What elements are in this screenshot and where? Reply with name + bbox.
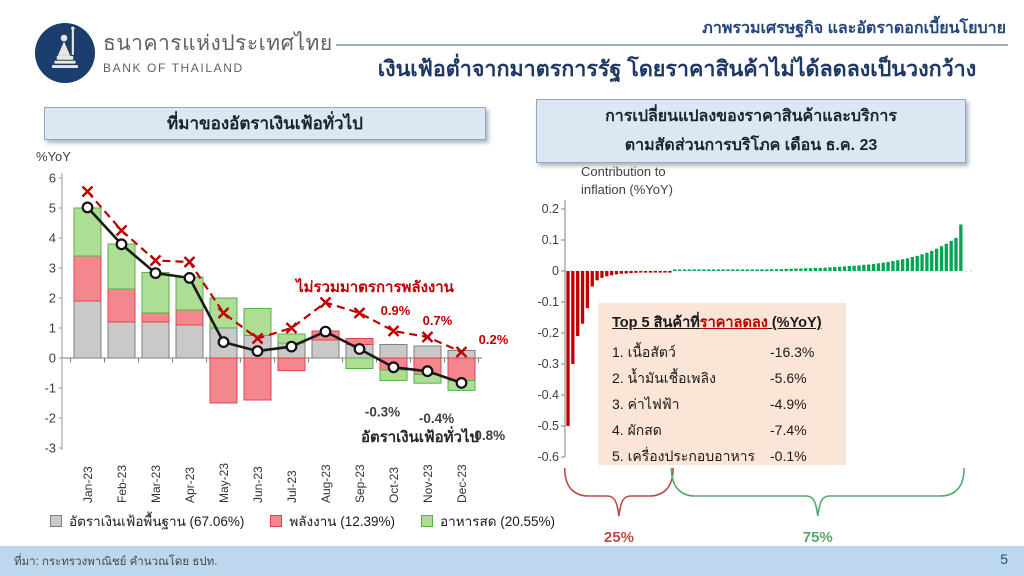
- top5-item-label: 4. ผักสด: [612, 422, 662, 438]
- svg-text:May-23: May-23: [217, 463, 231, 503]
- svg-text:3: 3: [49, 261, 56, 276]
- svg-text:Aug-23: Aug-23: [319, 464, 333, 503]
- svg-text:0: 0: [552, 264, 559, 278]
- svg-text:4: 4: [49, 231, 56, 246]
- svg-text:-0.4: -0.4: [537, 388, 559, 402]
- top5-item: 5. เครื่องประกอบอาหาร -0.1%: [612, 443, 832, 469]
- svg-text:-0.1: -0.1: [537, 295, 559, 309]
- svg-text:-0.4%: -0.4%: [419, 411, 454, 426]
- top5-item-value: -7.4%: [770, 422, 807, 438]
- top5-item-label: 1. เนื้อสัตว์: [612, 344, 676, 360]
- bank-name-th: ธนาคารแห่งประเทศไทย: [103, 32, 333, 55]
- left-panel-banner: ที่มาของอัตราเงินเฟ้อทั่วไป: [44, 107, 486, 140]
- right-panel-banner: การเปลี่ยนแปลงของราคาสินค้าและบริการ ตาม…: [536, 99, 966, 163]
- svg-text:2: 2: [49, 291, 56, 306]
- svg-text:-0.3: -0.3: [537, 357, 559, 371]
- top5-heading-highlight: ราคาลดลง: [699, 315, 768, 331]
- svg-text:Nov-23: Nov-23: [421, 464, 435, 503]
- svg-text:-0.2: -0.2: [537, 326, 559, 340]
- top5-item: 4. ผักสด -7.4%: [612, 417, 832, 443]
- svg-text:-0.6: -0.6: [537, 450, 559, 464]
- top5-item-label: 3. ค่าไฟฟ้า: [612, 396, 680, 412]
- svg-text:1: 1: [49, 321, 56, 336]
- right-panel-banner-line1: การเปลี่ยนแปลงของราคาสินค้าและบริการ: [605, 108, 897, 125]
- page-title: เงินเฟ้อต่ำจากมาตรการรัฐ โดยราคาสินค้าไม…: [377, 57, 977, 81]
- svg-text:5: 5: [49, 201, 56, 216]
- legend-item: พลังงาน (12.39%): [270, 510, 395, 532]
- svg-text:Apr-23: Apr-23: [183, 467, 197, 503]
- legend-item: อาหารสด (20.55%): [421, 510, 555, 532]
- headline-inflation-chart: 6 5 4 3 2 1 0 -1 -2 -3 ไม่รวมมาตรการพลังงาน 0.9% 0.7…: [44, 171, 509, 504]
- svg-text:0.2: 0.2: [542, 202, 559, 216]
- svg-text:0.9%: 0.9%: [381, 303, 411, 318]
- top5-list: 1. เนื้อสัตว์ -16.3% 2. น้ำมันเชื้อเพลิง -5…: [612, 339, 832, 469]
- svg-text:0.7%: 0.7%: [423, 313, 453, 328]
- legend-swatch-icon: [421, 515, 434, 527]
- top5-item-value: -16.3%: [770, 344, 815, 360]
- top5-item-value: -0.1%: [770, 448, 807, 464]
- svg-text:0.2%: 0.2%: [479, 332, 509, 347]
- svg-text:ไม่รวมมาตรการพลังงาน: ไม่รวมมาตรการพลังงาน: [294, 277, 455, 296]
- svg-text:-3: -3: [44, 441, 56, 456]
- top5-heading-prefix: Top 5 สินค้าที่: [612, 315, 700, 331]
- inflation-legend: อัตราเงินเฟ้อพื้นฐาน (67.06%) พลังงาน (12…: [50, 510, 555, 532]
- top5-item-label: 5. เครื่องประกอบอาหาร: [612, 448, 756, 464]
- svg-text:Oct-23: Oct-23: [387, 467, 401, 503]
- top5-item-label: 2. น้ำมันเชื้อเพลิง: [612, 370, 716, 386]
- top5-item-value: -5.6%: [770, 370, 807, 386]
- left-chart-y-axis-label: %YoY: [36, 149, 71, 164]
- svg-text:25%: 25%: [604, 529, 634, 546]
- contribution-chart: Contribution to inflation (%YoY) 0.2 0.1 0 -0…: [537, 164, 973, 546]
- svg-text:0.1: 0.1: [542, 233, 559, 247]
- legend-label: อัตราเงินเฟ้อพื้นฐาน (67.06%): [69, 514, 245, 529]
- svg-text:Contribution to: Contribution to: [581, 164, 666, 179]
- top5-box: Top 5 สินค้าที่ราคาลดลง (%YoY) 1. เนื้อส…: [598, 303, 846, 465]
- svg-text:-0.5: -0.5: [537, 419, 559, 433]
- svg-text:Jun-23: Jun-23: [251, 466, 265, 503]
- svg-text:Jan-23: Jan-23: [81, 466, 95, 503]
- bot-emblem-icon: [34, 22, 96, 84]
- top5-item-value: -4.9%: [770, 396, 807, 412]
- svg-text:-1: -1: [44, 381, 56, 396]
- top5-heading: Top 5 สินค้าที่ราคาลดลง (%YoY): [612, 311, 832, 334]
- svg-text:Dec-23: Dec-23: [455, 464, 469, 503]
- top5-item: 2. น้ำมันเชื้อเพลิง -5.6%: [612, 365, 832, 391]
- top5-item: 3. ค่าไฟฟ้า -4.9%: [612, 391, 832, 417]
- source-note: ที่มา: กระทรวงพาณิชย์ คำนวณโดย ธปท.: [14, 556, 218, 568]
- header-divider: [336, 44, 1008, 46]
- svg-text:Mar-23: Mar-23: [149, 465, 163, 503]
- svg-text:-2: -2: [44, 411, 56, 426]
- footer-bar: [0, 546, 1024, 576]
- bank-name-en: BANK OF THAILAND: [103, 61, 244, 75]
- legend-swatch-icon: [50, 515, 62, 527]
- bank-name: ธนาคารแห่งประเทศไทย BANK OF THAILAND: [103, 27, 333, 75]
- svg-text:Feb-23: Feb-23: [115, 465, 129, 503]
- svg-text:Jul-23: Jul-23: [285, 470, 299, 503]
- legend-item: อัตราเงินเฟ้อพื้นฐาน (67.06%): [50, 510, 244, 532]
- svg-text:0: 0: [49, 351, 56, 366]
- legend-label: พลังงาน (12.39%): [289, 514, 396, 529]
- top5-heading-suffix: (%YoY): [767, 315, 822, 331]
- right-panel-banner-line2: ตามสัดส่วนการบริโภค เดือน ธ.ค. 23: [624, 137, 878, 154]
- bot-logo: [34, 22, 96, 84]
- svg-text:inflation (%YoY): inflation (%YoY): [581, 182, 673, 197]
- top5-item: 1. เนื้อสัตว์ -16.3%: [612, 339, 832, 365]
- svg-text:6: 6: [49, 171, 56, 186]
- svg-text:-0.8%: -0.8%: [470, 428, 505, 443]
- section-title: ภาพรวมเศรษฐกิจ และอัตราดอกเบี้ยนโยบาย: [702, 20, 1006, 37]
- page-number: 5: [1000, 551, 1008, 567]
- svg-text:-0.3%: -0.3%: [365, 404, 400, 419]
- svg-text:อัตราเงินเฟ้อทั่วไป: อัตราเงินเฟ้อทั่วไป: [361, 426, 479, 446]
- legend-label: อาหารสด (20.55%): [440, 514, 556, 529]
- svg-text:Sep-23: Sep-23: [353, 464, 367, 503]
- legend-swatch-icon: [270, 515, 283, 527]
- svg-text:75%: 75%: [803, 529, 833, 546]
